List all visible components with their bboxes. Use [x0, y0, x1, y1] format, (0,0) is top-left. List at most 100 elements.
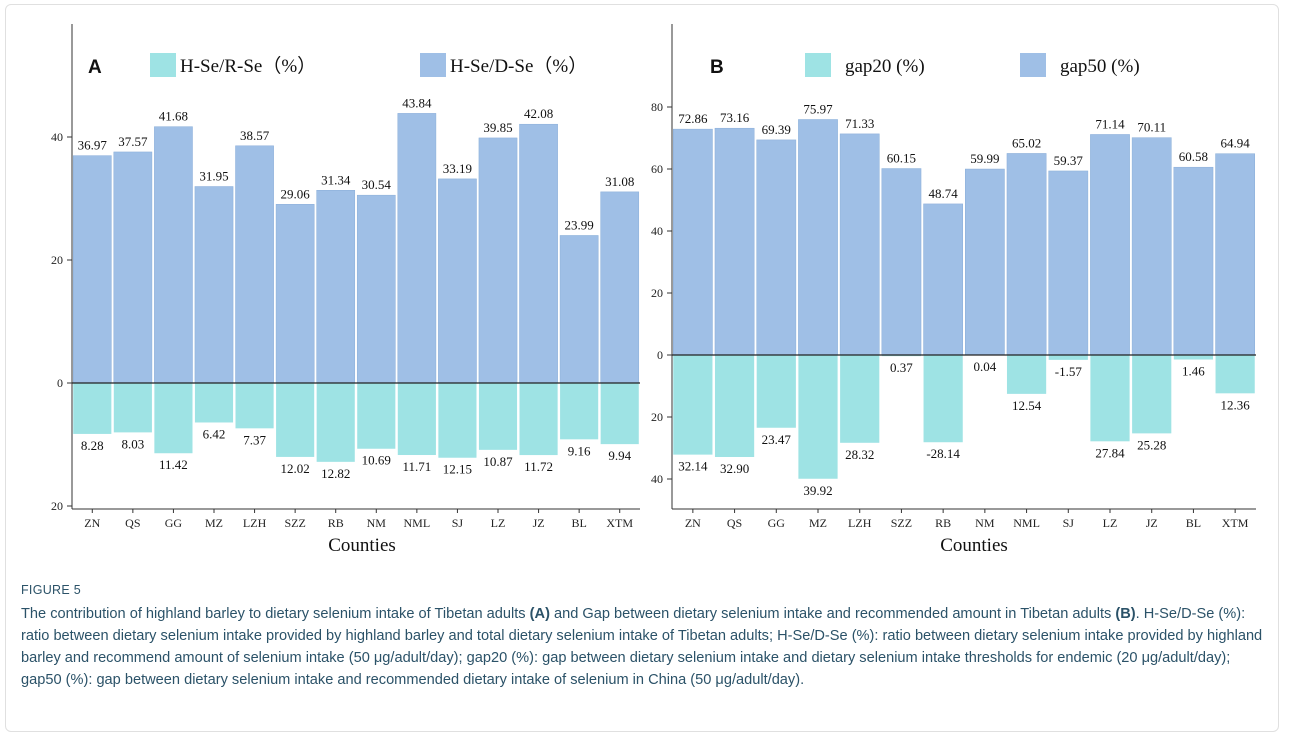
data-label-positive: 38.57: [240, 128, 270, 143]
bar-h-se-d-se-: [72, 155, 112, 384]
data-label-negative: 0.04: [973, 359, 996, 374]
x-axis-title: Counties: [940, 535, 1008, 556]
x-category-label: SZZ: [284, 516, 305, 530]
data-label-negative: 11.72: [524, 459, 553, 474]
data-label-positive: 33.19: [443, 161, 472, 176]
x-category-label: XTM: [1222, 516, 1249, 530]
legend-swatch: [1020, 53, 1046, 77]
bar-gap20-: [798, 355, 838, 479]
legend-label: gap20 (%): [845, 56, 925, 77]
bar-h-se-r-se-: [276, 383, 315, 457]
data-label-negative: 9.94: [608, 448, 631, 463]
x-category-label: ZN: [685, 516, 701, 530]
bar-gap20-: [1132, 355, 1172, 434]
x-category-label: SZZ: [891, 516, 912, 530]
x-category-label: NML: [1013, 516, 1040, 530]
data-label-negative: 10.87: [483, 454, 513, 469]
bar-h-se-d-se-: [519, 123, 558, 384]
y-tick-label: 20: [651, 410, 663, 424]
legend-label: H-Se/D-Se（%）: [450, 55, 587, 77]
bar-gap50-: [756, 139, 797, 356]
data-label-positive: 36.97: [78, 138, 108, 153]
caption-text: The contribution of highland barley to d…: [21, 606, 530, 622]
data-label-negative: -1.57: [1055, 364, 1083, 379]
bar-h-se-d-se-: [235, 145, 274, 384]
x-category-label: GG: [768, 516, 786, 530]
x-category-label: MZ: [809, 516, 827, 530]
bar-gap20-: [923, 355, 963, 443]
bar-gap20-: [1048, 355, 1088, 360]
bar-gap50-: [714, 127, 755, 356]
bar-h-se-d-se-: [154, 126, 193, 384]
bar-h-se-d-se-: [316, 190, 356, 384]
data-label-negative: 32.90: [720, 461, 749, 476]
x-category-label: SJ: [452, 516, 464, 530]
bar-h-se-r-se-: [235, 383, 274, 429]
figure-frame: [5, 4, 1279, 732]
bar-gap20-: [1006, 355, 1047, 394]
data-label-positive: 75.97: [803, 101, 833, 116]
bar-gap50-: [1006, 153, 1047, 356]
bar-h-se-d-se-: [275, 204, 315, 384]
x-category-label: ZN: [84, 516, 100, 530]
data-label-positive: 71.33: [845, 116, 874, 131]
data-label-positive: 72.86: [678, 111, 708, 126]
data-label-negative: 39.92: [803, 483, 832, 498]
data-label-negative: 27.84: [1095, 445, 1125, 460]
y-tick-label: 0: [57, 376, 63, 390]
x-category-label: SJ: [1063, 516, 1075, 530]
x-category-label: XTM: [606, 516, 633, 530]
bar-h-se-r-se-: [397, 383, 436, 456]
x-category-label: QS: [727, 516, 742, 530]
bar-h-se-r-se-: [478, 383, 518, 450]
figure-charts: 40 20 0 20 36.97 8.28 ZN 37.57 8.03 QS 41.68 11.42 G…: [51, 24, 1256, 556]
legend-swatch: [150, 53, 176, 77]
data-label-positive: 64.94: [1221, 136, 1251, 151]
data-label-positive: 23.99: [565, 217, 594, 232]
bar-gap50-: [965, 168, 1005, 356]
y-tick-label: 20: [651, 286, 663, 300]
data-label-negative: 11.42: [159, 457, 188, 472]
data-label-negative: 32.14: [678, 459, 708, 474]
bar-gap20-: [714, 355, 755, 457]
data-label-negative: 23.47: [762, 432, 792, 447]
y-tick-label: 40: [651, 472, 663, 486]
bar-h-se-r-se-: [438, 383, 477, 458]
bar-h-se-r-se-: [600, 383, 639, 445]
data-label-negative: 28.32: [845, 447, 874, 462]
data-label-negative: 12.36: [1221, 397, 1251, 412]
x-category-label: JZ: [533, 516, 545, 530]
data-label-negative: 12.82: [321, 466, 350, 481]
bar-gap50-: [923, 203, 963, 356]
bar-gap20-: [1215, 355, 1255, 394]
panel-letter: A: [88, 57, 102, 78]
data-label-negative: 9.16: [568, 443, 591, 458]
data-label-positive: 59.99: [970, 151, 999, 166]
bar-h-se-r-se-: [113, 383, 152, 433]
legend-swatch: [420, 53, 446, 77]
data-label-negative: 10.69: [362, 453, 391, 468]
data-label-positive: 60.15: [887, 151, 916, 166]
bar-h-se-r-se-: [519, 383, 558, 456]
x-category-label: MZ: [205, 516, 223, 530]
y-tick-label: 20: [51, 253, 63, 267]
x-category-label: NM: [975, 516, 995, 530]
legend-label: gap50 (%): [1060, 56, 1140, 77]
bar-h-se-d-se-: [356, 194, 396, 384]
bar-h-se-r-se-: [73, 383, 112, 434]
data-label-positive: 43.84: [402, 95, 432, 110]
data-label-positive: 71.14: [1095, 116, 1125, 131]
x-category-label: JZ: [1146, 516, 1158, 530]
data-label-positive: 31.08: [605, 174, 634, 189]
data-label-negative: 0.37: [890, 360, 913, 375]
bar-gap20-: [1173, 355, 1214, 360]
x-category-label: LZ: [491, 516, 506, 530]
bar-gap50-: [1090, 134, 1130, 356]
bar-gap50-: [1131, 137, 1172, 356]
data-label-negative: -28.14: [926, 446, 960, 461]
x-axis-title: Counties: [328, 535, 396, 556]
data-label-positive: 39.85: [483, 120, 512, 135]
x-category-label: BL: [571, 516, 586, 530]
y-tick-label: 20: [51, 499, 63, 513]
legend-label: H-Se/R-Se（%）: [180, 55, 316, 77]
